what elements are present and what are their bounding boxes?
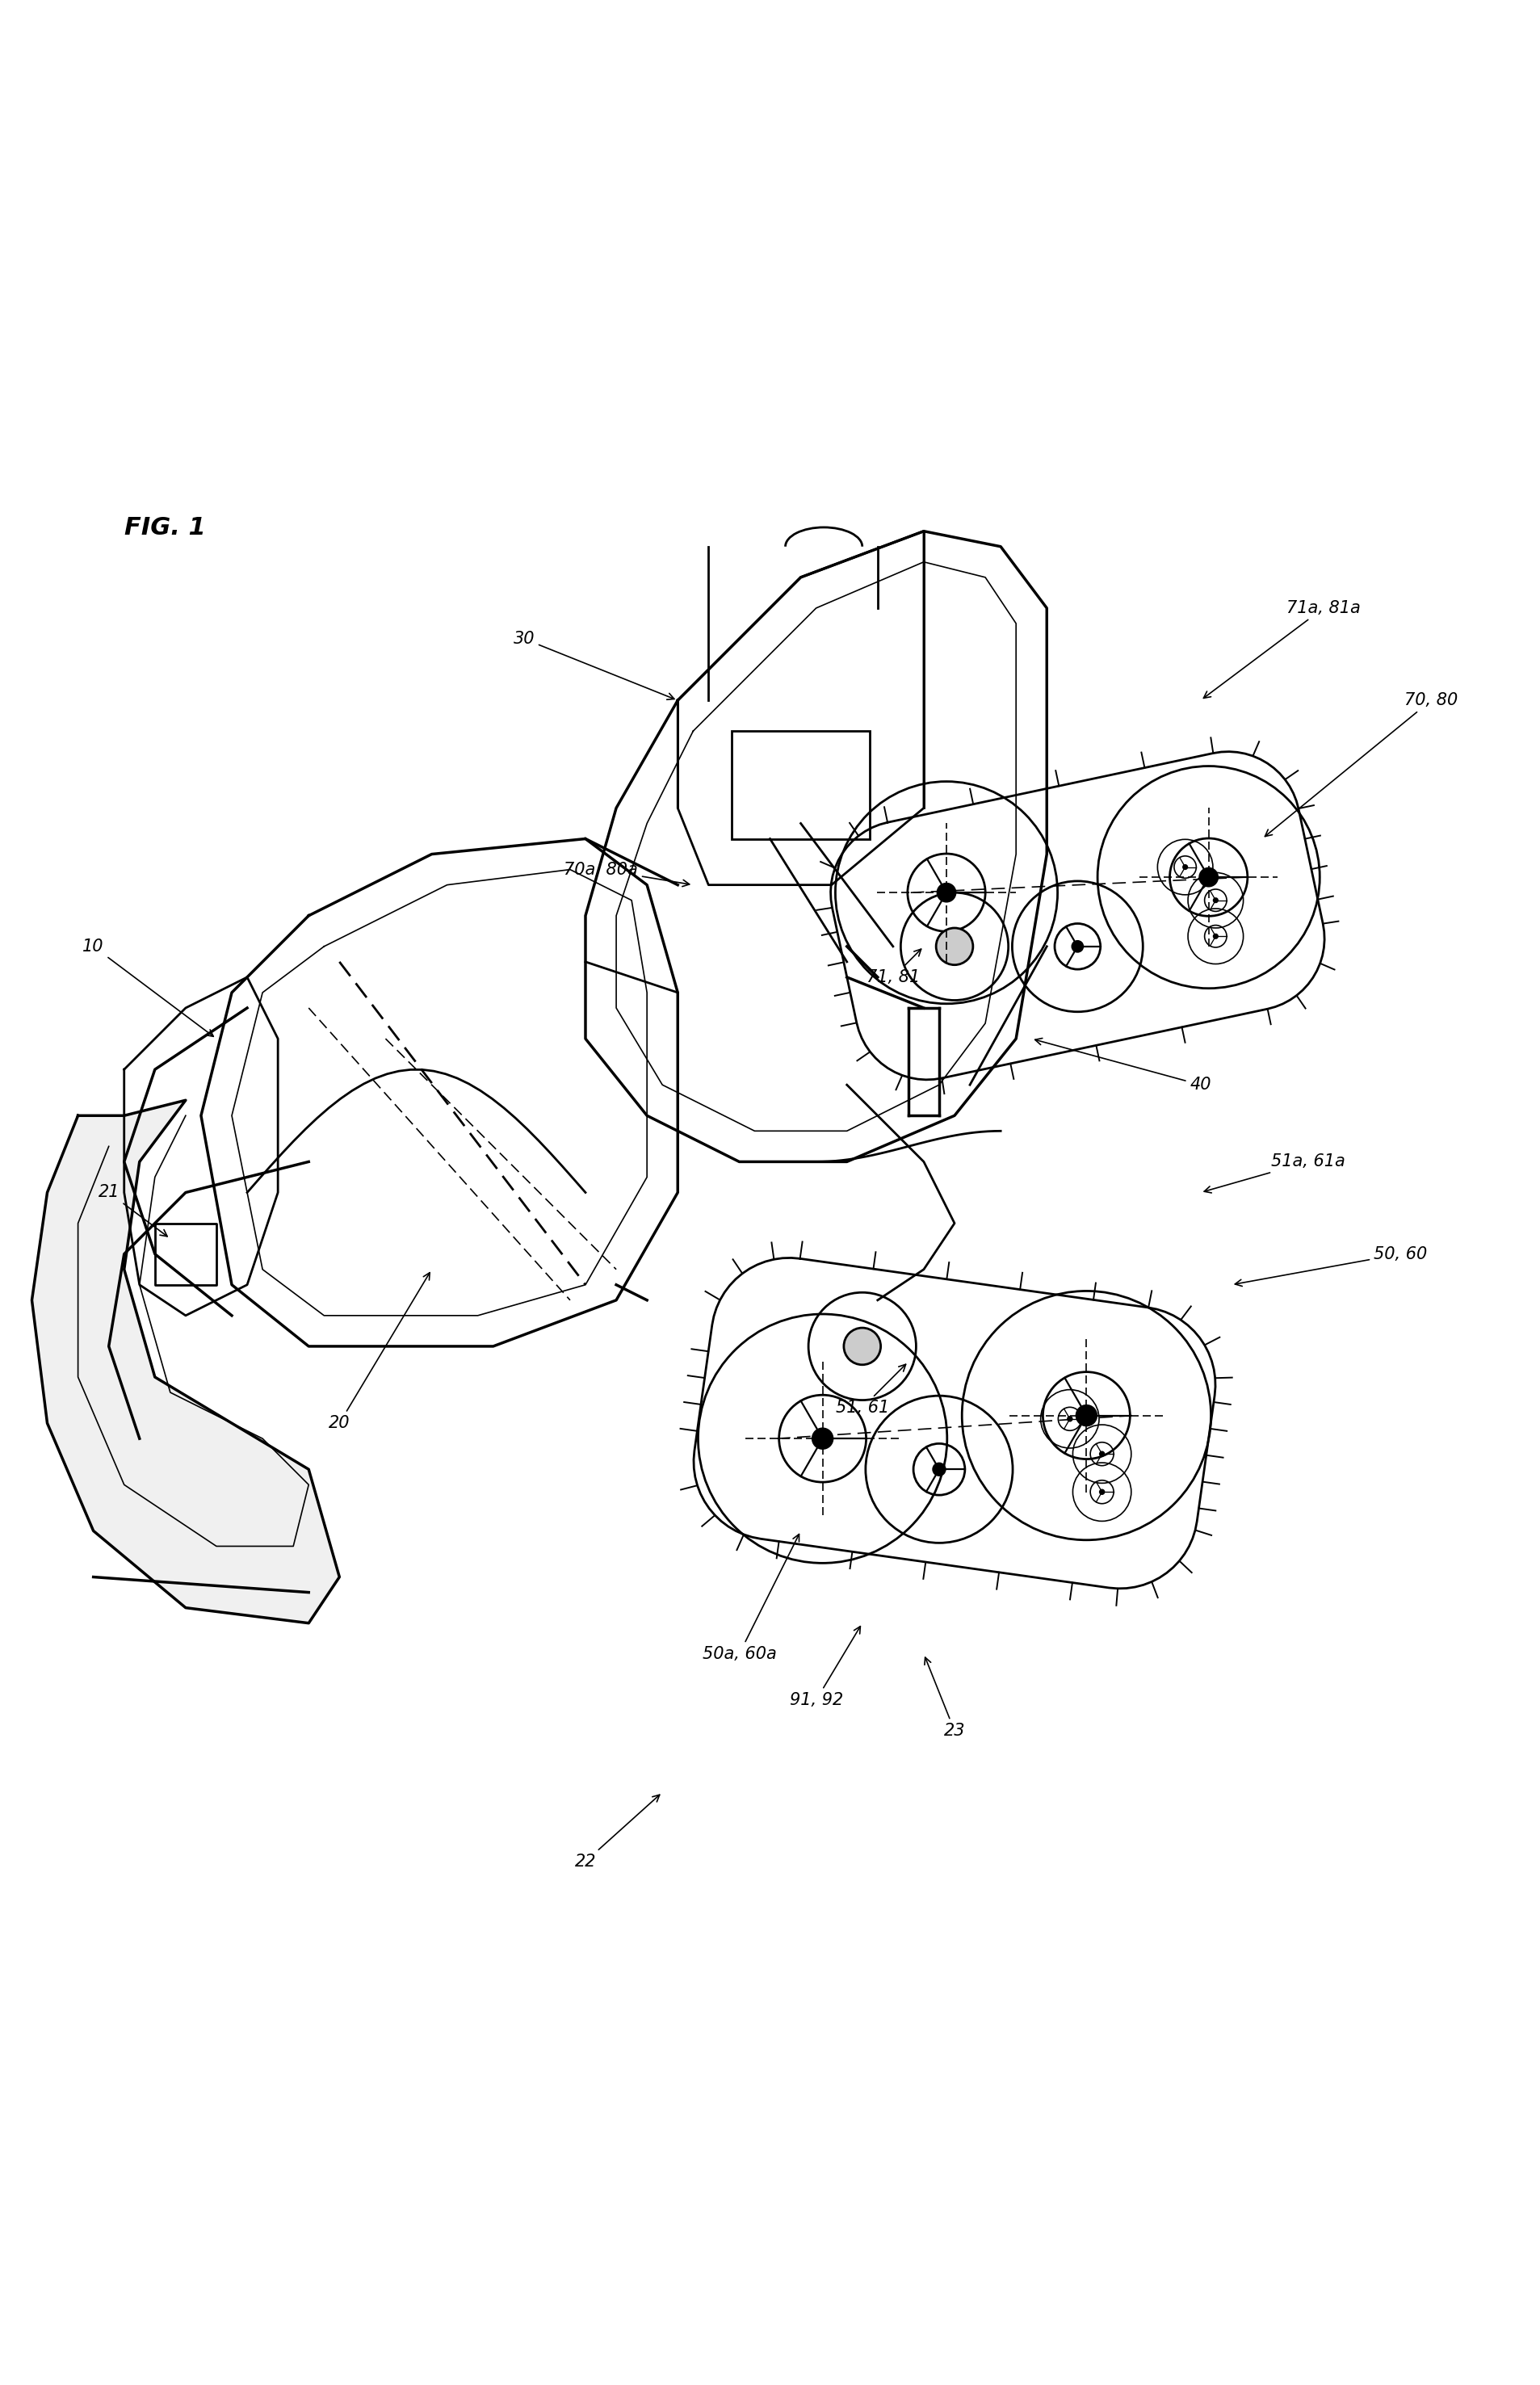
- Circle shape: [1072, 942, 1083, 952]
- Circle shape: [938, 885, 955, 902]
- Text: 51a, 61a: 51a, 61a: [1204, 1154, 1346, 1192]
- Circle shape: [844, 1328, 881, 1364]
- Circle shape: [1067, 1417, 1072, 1421]
- Text: FIG. 1: FIG. 1: [125, 515, 205, 539]
- Text: 50a, 60a: 50a, 60a: [702, 1534, 799, 1662]
- Circle shape: [1100, 1491, 1104, 1495]
- Text: 91, 92: 91, 92: [790, 1627, 861, 1708]
- Text: 20: 20: [328, 1274, 430, 1431]
- Bar: [732, 732, 870, 840]
- Text: 22: 22: [574, 1796, 659, 1870]
- Text: 40: 40: [1035, 1037, 1212, 1092]
- Circle shape: [1214, 899, 1218, 902]
- Circle shape: [1076, 1405, 1096, 1426]
- Text: 71, 81: 71, 81: [867, 949, 921, 985]
- Circle shape: [1214, 935, 1218, 937]
- Text: 50, 60: 50, 60: [1235, 1245, 1428, 1286]
- Text: 70a, 80a: 70a, 80a: [564, 861, 690, 887]
- Circle shape: [933, 1464, 946, 1476]
- Text: 30: 30: [513, 630, 675, 699]
- Text: 51, 61: 51, 61: [836, 1364, 906, 1417]
- Circle shape: [1183, 866, 1187, 868]
- Circle shape: [1100, 1452, 1104, 1457]
- Text: 71a, 81a: 71a, 81a: [1204, 601, 1361, 699]
- Circle shape: [936, 928, 973, 966]
- Text: 23: 23: [924, 1658, 966, 1739]
- Text: 70, 80: 70, 80: [1264, 692, 1458, 837]
- Circle shape: [813, 1429, 833, 1448]
- Polygon shape: [32, 1099, 339, 1624]
- Circle shape: [1200, 868, 1218, 887]
- Text: 10: 10: [83, 937, 214, 1037]
- Text: 21: 21: [99, 1185, 168, 1235]
